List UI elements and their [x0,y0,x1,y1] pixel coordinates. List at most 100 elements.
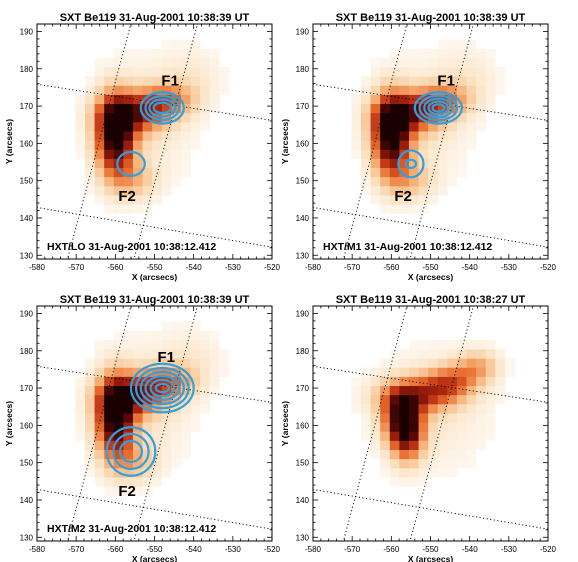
contour-level [418,94,459,122]
panel-bottom-left: F1 F2 -580 -570 -560 -550 -540 -530 -520 130 140 1… [4,294,281,562]
y-axis-label: Y (arcsecs) [280,401,290,446]
contour-level [154,382,171,394]
contour-level [144,375,181,402]
hxt-contour-source [413,91,463,125]
heliographic-grid [37,306,272,541]
y-tick-label: 160 [296,139,310,148]
contour-level [423,97,454,119]
heliographic-grid [313,306,548,541]
x-tick-label: -540 [462,545,479,554]
x-tick-label: -540 [186,545,203,554]
x-tick-label: -540 [462,263,479,272]
panel-caption: HXT/LO 31-Aug-2001 10:38:12.412 [47,241,216,253]
x-tick-label: -520 [540,263,557,272]
x-tick-label: -530 [501,263,518,272]
contour-level [404,158,418,170]
plot-area [313,306,548,541]
x-axis-label: X (arcsecs) [408,272,454,282]
x-tick-label: -570 [68,263,85,272]
contour-level [118,439,144,464]
heliographic-grid [313,24,548,259]
sxt-image [75,321,230,496]
contour-level [427,100,450,116]
source-label: F1 [437,73,455,90]
y-tick-label: 190 [20,27,34,36]
y-tick-label: 160 [296,421,310,430]
panel-bottom-right: -580 -570 -560 -550 -540 -530 -520 130 140 150 160… [280,294,557,562]
y-tick-label: 170 [296,384,310,393]
x-tick-label: -550 [422,263,439,272]
panel-top-right: F1 F2 -580 -570 -560 -550 -540 -530 -520 130 140 1… [280,12,557,282]
y-tick-label: 170 [296,102,310,111]
x-tick-label: -570 [344,545,361,554]
contour-level [105,426,157,477]
contour-level [134,366,190,410]
x-tick-label: -580 [29,263,46,272]
y-tick-label: 170 [20,102,34,111]
x-axis-label: X (arcsecs) [408,554,454,562]
x-tick-label: -530 [225,545,242,554]
y-tick-label: 180 [20,65,34,74]
x-tick-label: -560 [107,263,124,272]
hxt-contour-source [116,150,146,177]
y-tick-label: 190 [296,27,310,36]
x-tick-label: -570 [344,263,361,272]
contour-level [139,91,185,125]
x-tick-label: -540 [186,263,203,272]
y-tick-label: 160 [20,139,34,148]
x-tick-label: -580 [305,263,322,272]
panel-caption: HXT/M2 31-Aug-2001 10:38:12.412 [47,523,216,535]
plot-area: F1 F2 [37,306,272,541]
x-tick-label: -550 [146,545,163,554]
y-tick-label: 140 [296,496,310,505]
panel-caption: HXT/M1 31-Aug-2001 10:38:12.412 [323,241,492,253]
y-axis-label: Y (arcsecs) [4,119,14,164]
y-axis-label: Y (arcsecs) [280,119,290,164]
contour-level [431,103,446,113]
y-tick-label: 180 [296,347,310,356]
hxt-contour-source [129,362,195,414]
contour-level [112,432,150,471]
source-label: F2 [118,483,136,500]
contour-level [148,98,177,118]
x-tick-label: -560 [383,263,400,272]
y-tick-label: 160 [20,421,34,430]
hxt-contour-source [105,426,157,477]
y-tick-label: 140 [20,496,34,505]
y-tick-label: 150 [20,459,34,468]
sxt-image [351,39,506,214]
y-tick-label: 170 [20,384,34,393]
y-tick-label: 140 [20,214,34,223]
y-tick-label: 130 [20,251,34,260]
x-tick-label: -550 [146,263,163,272]
y-tick-label: 150 [20,177,34,186]
x-axis-label: X (arcsecs) [132,272,178,282]
y-tick-label: 180 [20,347,34,356]
contour-level [397,149,425,179]
x-tick-label: -580 [29,545,46,554]
panel-top-left: F1 F2 -580 -570 -560 -550 -540 -530 -520 130 140 1… [4,12,281,282]
x-tick-label: -550 [422,545,439,554]
source-label: F2 [394,188,412,205]
plot-area: F1 F2 [37,24,272,259]
panel-title: SXT Be119 31-Aug-2001 10:38:27 UT [336,294,526,306]
contour-level [116,150,146,177]
contour-level [144,94,181,121]
x-tick-label: -580 [305,545,322,554]
x-axis-label: X (arcsecs) [132,554,178,562]
x-tick-label: -520 [540,545,557,554]
axis-ticks [36,306,273,541]
x-tick-label: -560 [107,545,124,554]
x-tick-label: -520 [264,263,281,272]
axis-ticks [312,24,549,259]
x-tick-label: -570 [68,545,85,554]
contour-level [129,362,195,414]
y-tick-label: 190 [296,309,310,318]
y-tick-label: 140 [296,214,310,223]
y-tick-label: 150 [296,459,310,468]
x-tick-label: -520 [264,545,281,554]
contour-level [152,101,173,115]
y-axis-label: Y (arcsecs) [4,401,14,446]
contour-level [413,91,463,125]
contour-level [149,378,176,398]
